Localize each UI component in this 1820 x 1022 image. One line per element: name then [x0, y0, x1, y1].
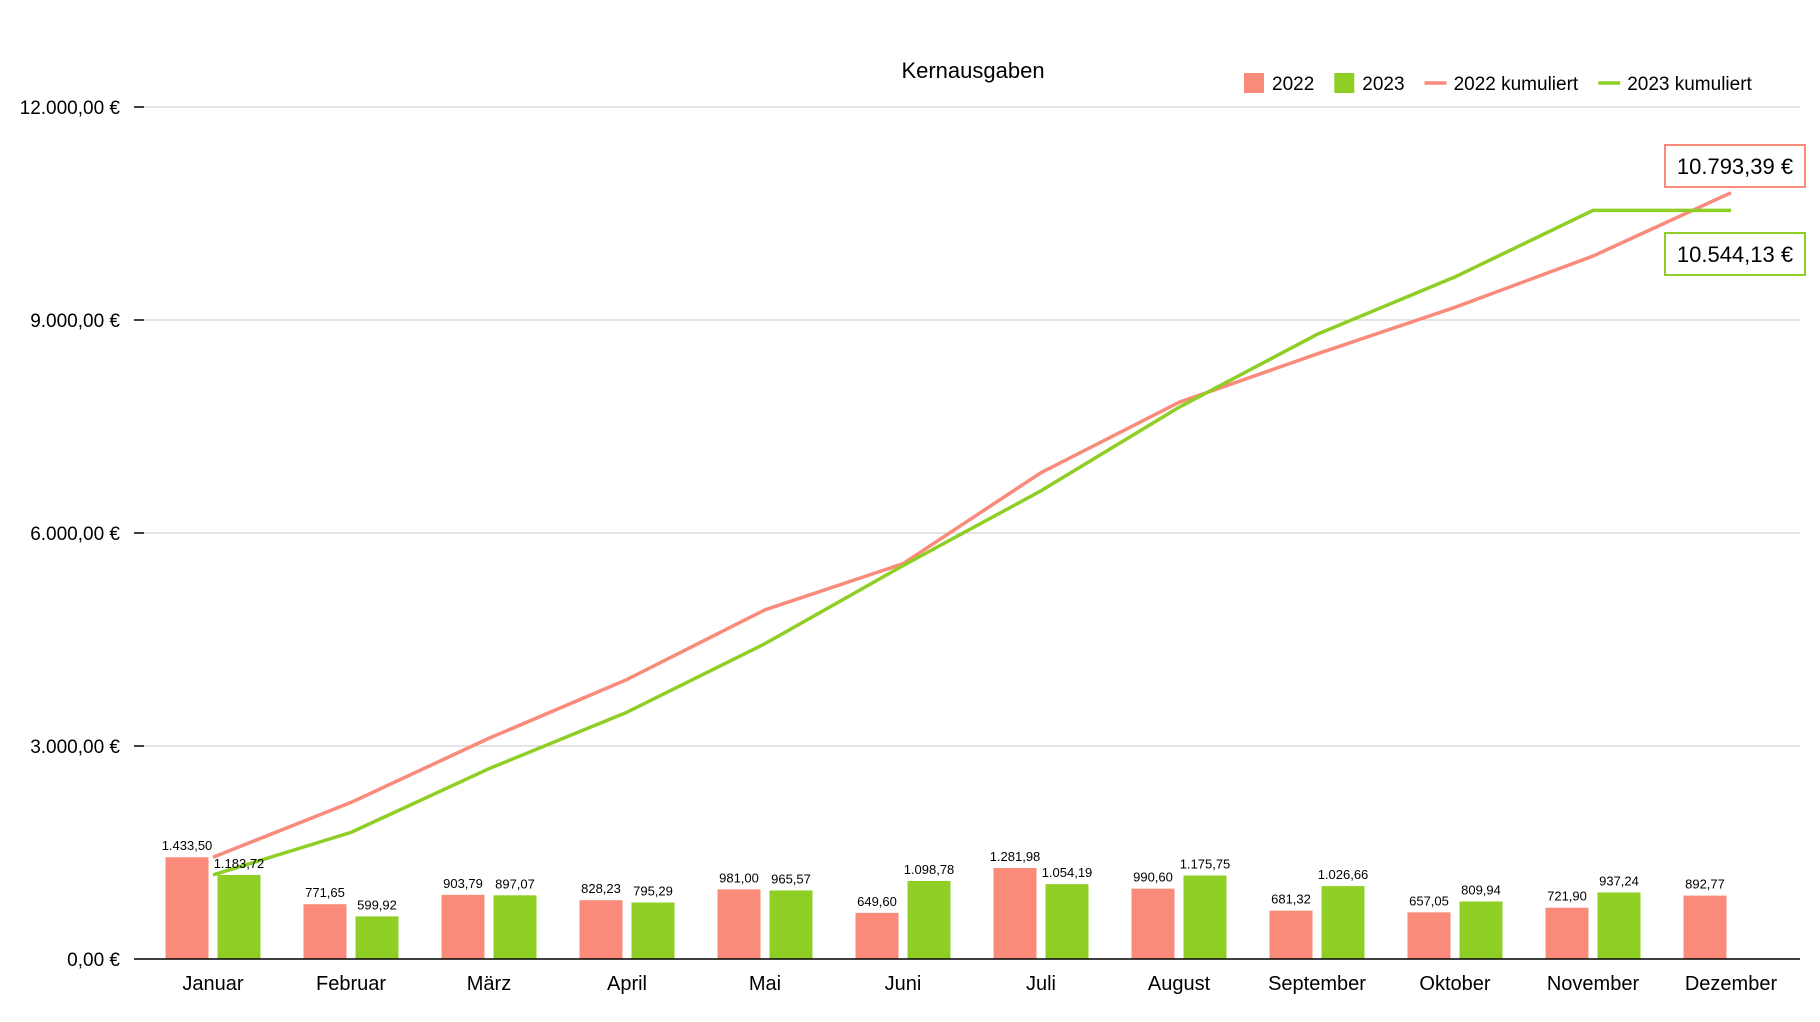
y-tick-label: 12.000,00 €: [20, 98, 121, 119]
x-category-label: Dezember: [1685, 973, 1778, 995]
data-label-2022: 771,65: [305, 885, 345, 900]
bar-2022-Dezember: [1683, 895, 1727, 959]
legend-label: 2022: [1272, 74, 1314, 95]
data-labels: 1.433,50 771,65 903,79 828,23 981,00 649,60 1.…: [162, 838, 1725, 912]
bar-2023-September: [1321, 886, 1365, 959]
legend-swatch-2022: [1244, 73, 1264, 93]
data-label-2023: 1.183,72: [214, 856, 265, 871]
data-label-2023: 1.026,66: [1318, 867, 1369, 882]
data-label-2022: 828,23: [581, 881, 621, 896]
x-category-label: Mai: [749, 973, 781, 995]
data-label-2022: 649,60: [857, 894, 897, 909]
data-label-2023: 795,29: [633, 884, 673, 899]
bar-2022-Januar: [165, 857, 209, 959]
bar-2023-Februar: [355, 916, 399, 959]
data-label-2022: 990,60: [1133, 870, 1173, 885]
bars: [165, 857, 1727, 959]
line-2023-kumuliert: [212, 208, 1731, 877]
x-category-label: Oktober: [1419, 973, 1490, 995]
data-label-2023: 1.054,19: [1042, 865, 1093, 880]
bar-2023-Oktober: [1459, 901, 1503, 959]
callout-value: 10.544,13 €: [1677, 242, 1793, 267]
x-category-label: Juli: [1026, 973, 1056, 995]
data-label-2023: 599,92: [357, 897, 397, 912]
bar-2022-November: [1545, 907, 1589, 959]
data-label-2022: 892,77: [1685, 877, 1725, 892]
bar-2023-April: [631, 902, 675, 959]
x-category-label: Februar: [316, 973, 386, 995]
legend-label: 2022 kumuliert: [1454, 74, 1579, 95]
x-category-label: November: [1547, 973, 1640, 995]
legend-label: 2023 kumuliert: [1627, 74, 1752, 95]
bar-2022-Mai: [717, 889, 761, 959]
data-label-2022: 1.281,98: [990, 849, 1041, 864]
y-tick-label: 3.000,00 €: [30, 737, 120, 758]
callout-box: [1664, 144, 1806, 188]
data-label-2022: 657,05: [1409, 893, 1449, 908]
callout-box: [1664, 232, 1806, 276]
data-label-2023: 809,94: [1461, 882, 1501, 897]
y-tick-label: 6.000,00 €: [30, 524, 120, 545]
x-category-label: Juni: [885, 973, 922, 995]
line-2022-kumuliert: [212, 191, 1732, 859]
chart-title: Kernausgaben: [901, 58, 1044, 83]
legend-label: 2023: [1362, 74, 1404, 95]
legend-swatch-2023: [1334, 73, 1355, 93]
bar-2023-Juli: [1045, 884, 1089, 959]
x-category-label: Januar: [182, 973, 243, 995]
grid-lines: [144, 106, 1800, 747]
data-label-2023: 1.175,75: [1180, 857, 1231, 872]
legend: 2022 2023 2022 kumuliert 2023 kumuliert: [1244, 73, 1753, 95]
axes: 0,00 € 3.000,00 € 6.000,00 € 9.000,00 € 12.0…: [20, 98, 1800, 995]
x-category-label: September: [1268, 973, 1366, 995]
data-label-2022: 721,90: [1547, 889, 1587, 904]
data-label-2022: 681,32: [1271, 892, 1311, 907]
bar-2022-März: [441, 894, 485, 959]
bar-2022-Juni: [855, 912, 899, 959]
y-tick-label: 9.000,00 €: [30, 311, 120, 332]
data-label-2022: 981,00: [719, 870, 759, 885]
bar-2022-Februar: [303, 904, 347, 959]
bar-2022-September: [1269, 910, 1313, 959]
x-category-label: August: [1148, 973, 1211, 995]
bar-2023-Januar: [217, 874, 261, 959]
x-category-label: April: [607, 973, 647, 995]
bar-2022-Oktober: [1407, 912, 1451, 959]
x-category-label: März: [467, 973, 511, 995]
bar-2022-April: [579, 900, 623, 959]
bar-2022-Juli: [993, 867, 1037, 959]
bar-2022-August: [1131, 888, 1175, 959]
bar-2023-August: [1183, 875, 1227, 959]
data-label-2022: 1.433,50: [162, 838, 213, 853]
callouts: 10.793,39 € 10.544,13 €: [1664, 144, 1806, 276]
data-label-2023: 897,07: [495, 876, 535, 891]
bar-2023-November: [1597, 892, 1641, 959]
y-tick-label: 0,00 €: [67, 950, 120, 971]
data-label-2023: 1.098,78: [904, 862, 955, 877]
bar-2023-Juni: [907, 880, 951, 959]
bar-2023-März: [493, 895, 537, 959]
data-label-2023: 965,57: [771, 871, 811, 886]
cumulative-lines: [212, 191, 1732, 877]
data-label-2022: 903,79: [443, 876, 483, 891]
data-label-2023: 937,24: [1599, 873, 1639, 888]
callout-value: 10.793,39 €: [1677, 154, 1793, 179]
bar-2023-Mai: [769, 890, 813, 959]
